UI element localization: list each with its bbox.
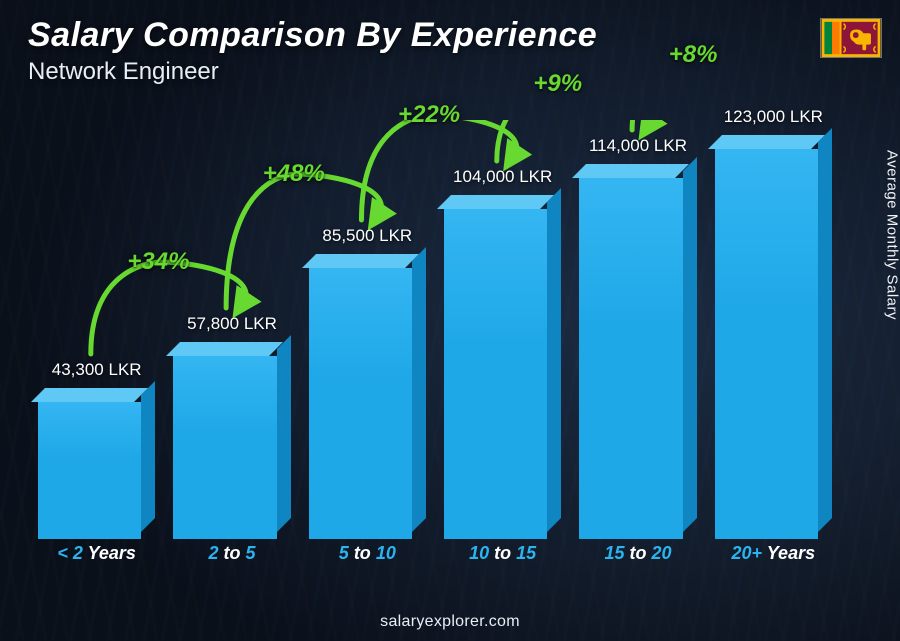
bar: 123,000 LKR — [715, 135, 832, 539]
pct-change-label: +8% — [669, 41, 718, 69]
bar-side — [412, 247, 426, 532]
page-title: Salary Comparison By Experience — [28, 16, 597, 55]
bar-3d: 123,000 LKR — [715, 135, 832, 539]
x-axis-label: 10 to 15 — [444, 543, 561, 571]
bar: 114,000 LKR — [579, 164, 696, 539]
bar-value-label: 85,500 LKR — [273, 226, 461, 246]
x-axis-label: 5 to 10 — [309, 543, 426, 571]
bar-value-label: 104,000 LKR — [409, 167, 597, 187]
x-axis-label: 20+ Years — [715, 543, 832, 571]
bar-3d: 104,000 LKR — [444, 195, 561, 539]
pct-change-label: +34% — [127, 248, 189, 276]
bar: 57,800 LKR — [173, 342, 290, 539]
bar-top — [708, 135, 825, 149]
bar-value-label: 57,800 LKR — [138, 314, 326, 334]
bar-value-label: 43,300 LKR — [3, 360, 191, 380]
bar-side — [818, 128, 832, 532]
bar-value-label: 114,000 LKR — [544, 136, 732, 156]
bar-top — [302, 254, 419, 268]
bar-front — [309, 268, 412, 539]
bar-front — [38, 402, 141, 539]
bar-3d: 57,800 LKR — [173, 342, 290, 539]
bar-side — [277, 335, 291, 532]
pct-change-label: +22% — [398, 101, 460, 129]
pct-change-label: +48% — [263, 160, 325, 188]
y-axis-label: Average Monthly Salary — [884, 150, 900, 320]
bar-side — [141, 381, 155, 532]
bar-top — [437, 195, 554, 209]
bar-front — [173, 356, 276, 539]
page-subtitle: Network Engineer — [28, 58, 219, 86]
x-axis-label: 15 to 20 — [579, 543, 696, 571]
bar-top — [572, 164, 689, 178]
bar: 104,000 LKR — [444, 195, 561, 539]
infographic-canvas: Salary Comparison By Experience Network … — [0, 0, 900, 641]
x-axis-labels: < 2 Years 2 to 5 5 to 10 10 to 15 15 to 20 20… — [30, 543, 840, 571]
bar-front — [715, 149, 818, 539]
bar-3d: 114,000 LKR — [579, 164, 696, 539]
x-axis-label: < 2 Years — [38, 543, 155, 571]
bar-3d: 85,500 LKR — [309, 254, 426, 539]
bar-front — [579, 178, 682, 539]
bar-front — [444, 209, 547, 539]
bar-top — [166, 342, 283, 356]
bars-container: 43,300 LKR57,800 LKR85,500 LKR104,000 LK… — [30, 120, 840, 539]
bar-3d: 43,300 LKR — [38, 388, 155, 539]
bar-chart: 43,300 LKR57,800 LKR85,500 LKR104,000 LK… — [30, 120, 840, 571]
sri-lanka-flag-icon — [820, 18, 882, 58]
bar-value-label: 123,000 LKR — [679, 107, 867, 127]
bar-top — [31, 388, 148, 402]
bar: 85,500 LKR — [309, 254, 426, 539]
bar-side — [547, 188, 561, 532]
x-axis-label: 2 to 5 — [173, 543, 290, 571]
bar: 43,300 LKR — [38, 388, 155, 539]
pct-change-label: +9% — [533, 70, 582, 98]
bar-side — [683, 157, 697, 532]
footer-attribution: salaryexplorer.com — [0, 613, 900, 631]
